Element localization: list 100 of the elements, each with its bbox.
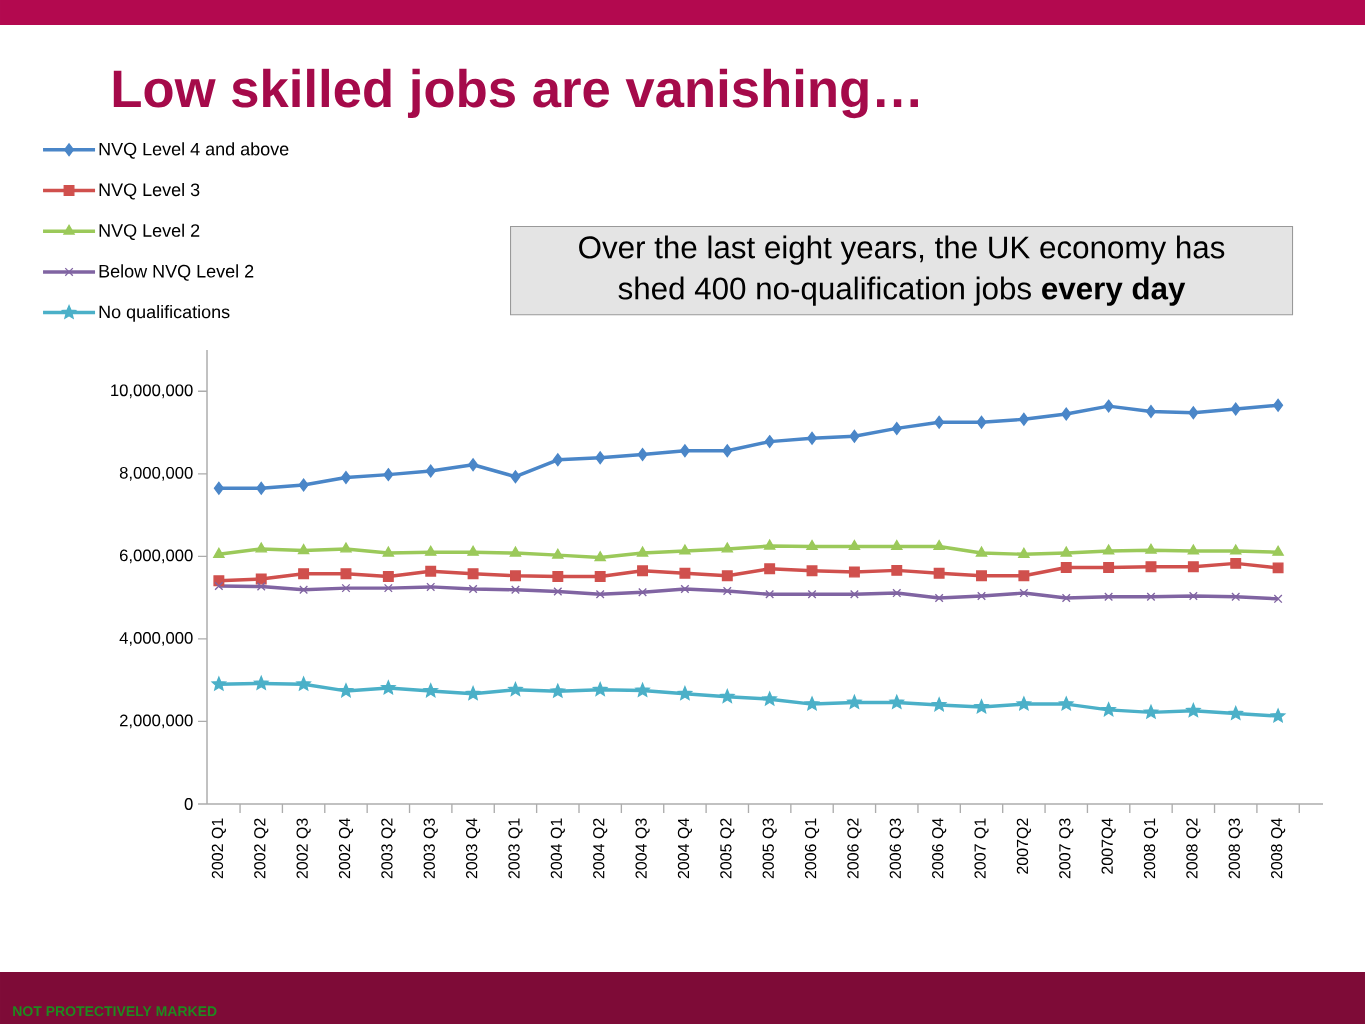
y-tick-label: 6,000,000 [119,549,193,564]
point [340,542,352,553]
x-tick-label: 2004 Q1 [550,818,565,879]
y-tick-label: 8,000,000 [119,466,193,481]
x-tick-label: 2002 Q4 [338,818,354,879]
point [1230,402,1241,416]
y-tick-label: 2,000,000 [119,714,193,729]
x-tick-label: 2002 Q3 [296,818,311,879]
point [1018,570,1030,582]
legend-label: NVQ Level 3 [99,182,200,200]
point [637,447,648,461]
x-tick-label: 2005 Q3 [762,818,777,879]
point [253,675,269,690]
legend-label: Below NVQ Level 2 [99,264,254,281]
point [1187,561,1199,573]
point [467,545,479,556]
point [1145,543,1157,554]
point [340,568,352,580]
point [889,694,905,709]
text: NOT PROTECTIVELY MARKED [13,1006,217,1017]
chart-title: Low skilled jobs are vanishing… [113,68,918,119]
point [340,470,352,485]
point [1102,544,1115,555]
point [509,570,521,582]
point [764,563,776,575]
point [721,542,734,553]
point [934,593,944,603]
point [806,431,818,445]
point [763,539,776,550]
point [1143,704,1159,719]
x-tick-label: 2004 Q3 [635,818,650,879]
point [255,542,267,553]
point [510,470,521,484]
point [299,585,309,595]
point [677,686,693,701]
point [976,570,987,582]
point [213,547,225,558]
point [1101,702,1116,717]
point [1103,562,1115,573]
legend-label: NVQ Level 4 and above [99,142,289,159]
point [338,683,354,698]
point [425,464,436,478]
point [679,567,691,579]
point [511,585,520,595]
point [256,582,266,591]
x-tick-label: 2006 Q1 [804,818,820,879]
x-tick-label: 2003 Q1 [508,818,523,879]
point [849,589,859,599]
point [1228,706,1243,720]
point [508,682,523,696]
point [933,567,945,579]
point [762,691,777,706]
point [1186,703,1201,717]
point [1188,591,1198,601]
x-tick-label: 2007Q4 [1101,818,1116,874]
x-tick-label: 2004 Q2 [593,818,608,879]
x-tick-label: 2006 Q4 [932,818,947,879]
point [976,415,987,429]
point [891,539,903,551]
point [1188,406,1199,420]
point [296,676,311,691]
text: Over the last eight years, the UK economy has shed 400 no-qualification jobs every day [579,235,1225,306]
point [848,539,861,551]
point [595,589,605,599]
point [425,565,437,577]
point [550,683,566,698]
x-tick-label: 2008 Q4 [1271,818,1286,879]
point [1229,544,1242,555]
x-tick-label: 2003 Q2 [381,818,396,879]
point [933,539,945,551]
point [1104,592,1114,602]
point [467,568,479,580]
y-tick-label: 4,000,000 [119,632,193,646]
point [892,588,902,598]
x-tick-label: 2007 Q3 [1059,818,1074,879]
point [1273,398,1284,412]
point [975,546,988,557]
point [891,421,902,435]
point [680,584,690,594]
x-tick-label: 2003 Q4 [465,818,481,879]
point [848,566,860,578]
x-tick-label: 2002 Q2 [254,818,269,879]
point [298,568,310,580]
point [468,584,478,594]
point [341,583,351,593]
point [1145,561,1157,573]
point [679,544,691,555]
point [552,571,564,583]
point [553,586,563,596]
point [974,699,989,714]
point [213,481,224,495]
point [1146,592,1156,602]
point [1272,545,1284,556]
point [211,676,227,691]
point [552,453,563,467]
x-tick-label: 2007Q2 [1016,818,1031,874]
point [720,689,735,703]
point [806,539,818,551]
point [423,683,438,698]
x-tick-label: 2004 Q4 [677,818,693,879]
